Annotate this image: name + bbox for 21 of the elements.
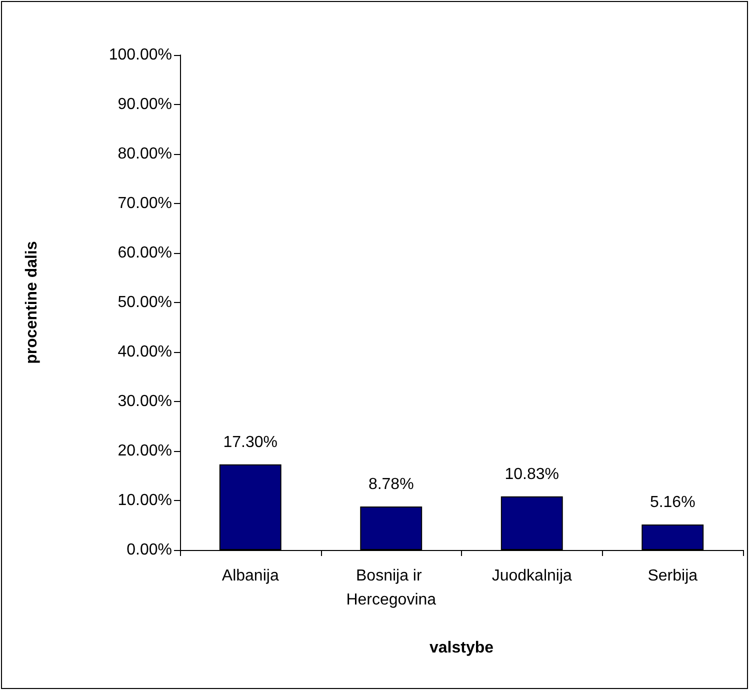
y-tick-label: 20.00% [118,442,172,460]
y-tick-label: 70.00% [118,195,172,212]
x-axis-title: valstybe [429,640,494,656]
y-tick-label: 10.00% [118,492,172,509]
y-tick-label: 100.00% [108,46,172,64]
y-tick-label: 40.00% [118,344,172,360]
data-label: 8.78% [368,476,414,494]
data-label: 10.83% [504,466,560,483]
y-tick-label: 60.00% [118,244,172,262]
x-tick-label: Serbija [648,568,698,584]
y-tick-label: 30.00% [118,393,172,410]
x-tick-label: Albanija [222,568,279,584]
y-axis-title: procentine dalis [24,241,40,364]
data-label: 17.30% [223,434,278,451]
data-label: 5.16% [650,494,696,511]
x-tick-label: Bosnija ir Hercegovina [346,568,436,608]
x-tick-label: Juodkalnija [492,568,572,584]
y-tick-label: 0.00% [126,542,172,558]
y-tick-label: 50.00% [118,294,172,311]
y-tick-label: 80.00% [118,146,172,162]
y-tick-label: 90.00% [118,96,172,113]
